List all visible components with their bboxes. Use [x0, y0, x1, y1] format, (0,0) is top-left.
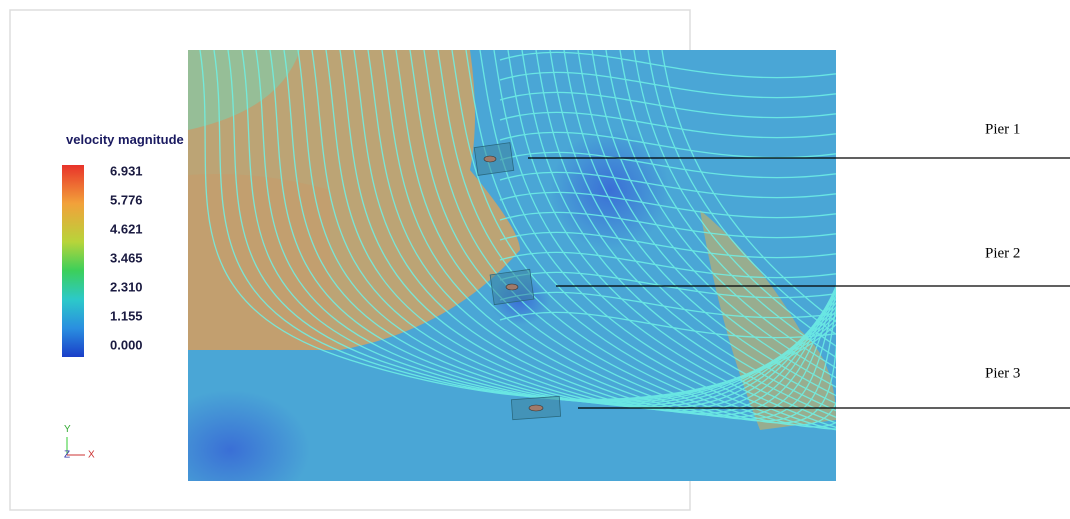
colorbar-tick-label: 4.621: [110, 221, 143, 236]
colorbar-tick-label: 2.310: [110, 279, 143, 294]
axis-label-x: X: [88, 450, 95, 461]
pier-label: Pier 1: [985, 121, 1020, 137]
figure: velocity magnitude 6.931 5.776 4.621 3.465 2…: [0, 0, 1070, 519]
axis-label-z: Z: [64, 450, 70, 461]
pier-label: Pier 2: [985, 245, 1020, 261]
colorbar: [62, 165, 84, 357]
colorbar-tick-label: 5.776: [110, 192, 143, 207]
colorbar-tick-label: 6.931: [110, 163, 143, 178]
colorbar-tick-label: 0.000: [110, 337, 143, 352]
colorbar-tick-label: 1.155: [110, 308, 143, 323]
legend-title: velocity magnitude: [66, 132, 184, 147]
axis-label-y: Y: [64, 424, 71, 435]
pier-label: Pier 3: [985, 365, 1020, 381]
flow-field: [150, 50, 1070, 510]
colorbar-tick-label: 3.465: [110, 250, 143, 265]
